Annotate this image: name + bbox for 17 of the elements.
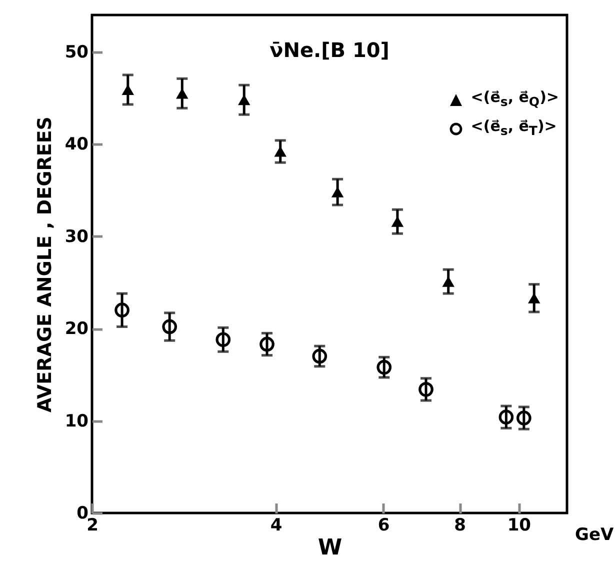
x-tick-label: 2 xyxy=(86,516,98,536)
y-tick-label: 40 xyxy=(64,134,89,155)
text: GeV xyxy=(575,525,614,545)
x-tick-label: 10 xyxy=(507,516,532,536)
y-tick-label: 30 xyxy=(64,226,89,247)
x-tick-label: 4 xyxy=(270,516,282,536)
legend-label: <(e⃗$_{s}$, e⃗$_{T}$)> xyxy=(470,116,557,140)
x-tick-label: 8 xyxy=(454,516,466,536)
y-axis-title: AVERAGE ANGLE , DEGREES xyxy=(34,116,56,412)
text: ν̄Ne.[B 10] xyxy=(270,38,390,62)
y-tick-label: 20 xyxy=(64,319,89,340)
legend-label: <(e⃗$_{s}$, e⃗$_{Q}$)> xyxy=(470,87,559,111)
x-tick-label: 6 xyxy=(378,516,390,536)
y-tick-label: 10 xyxy=(64,411,89,432)
y-tick-label: 0 xyxy=(76,504,89,524)
x-axis-title: W xyxy=(318,536,342,560)
y-tick-label: 50 xyxy=(64,42,89,62)
